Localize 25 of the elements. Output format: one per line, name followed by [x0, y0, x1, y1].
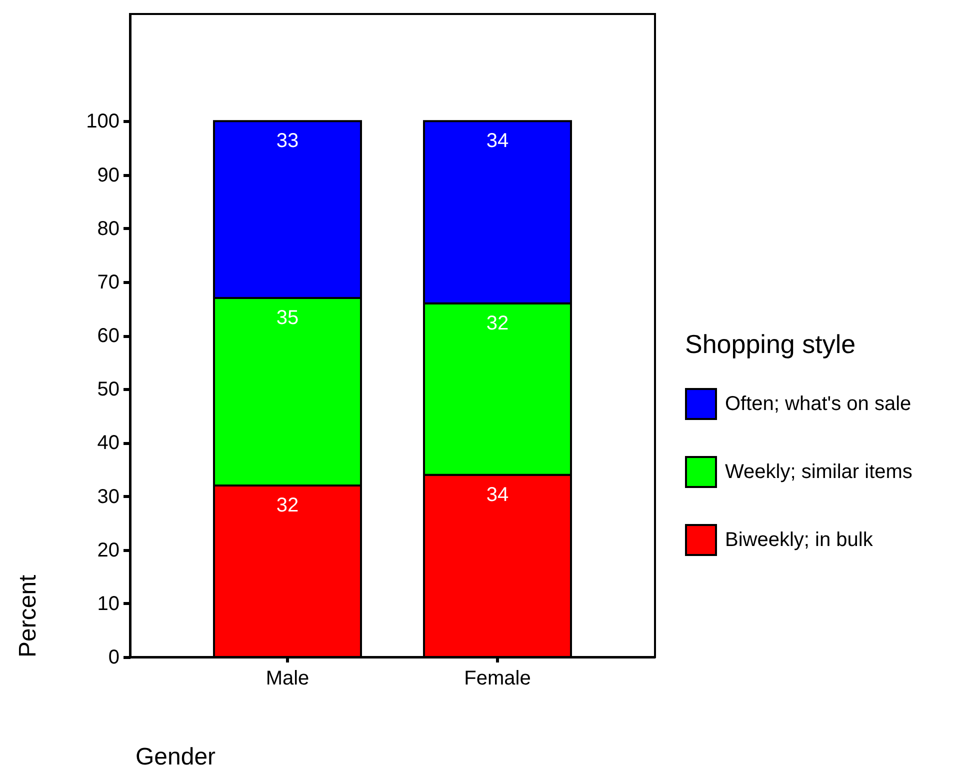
- y-axis-title: Percent: [14, 574, 42, 658]
- y-tick-label: 20: [97, 539, 120, 562]
- y-tick-label: 80: [97, 218, 120, 240]
- x-tick-label: Male: [266, 668, 310, 690]
- y-tick-label: 90: [97, 164, 120, 186]
- data-label: 33: [276, 130, 299, 152]
- y-tick-label: 50: [97, 378, 120, 401]
- legend-label: Biweekly; in bulk: [725, 529, 874, 551]
- y-tick-label: 10: [97, 592, 120, 615]
- data-label: 32: [486, 312, 509, 334]
- x-tick-label: Female: [464, 668, 531, 690]
- legend-title: Shopping style: [685, 329, 856, 359]
- y-tick-label: 70: [97, 271, 120, 294]
- x-axis-title: Gender: [136, 744, 216, 770]
- data-label: 34: [486, 130, 509, 152]
- data-label: 32: [276, 494, 299, 517]
- legend-label: Often; what's on sale: [725, 393, 912, 415]
- y-tick-label: 40: [97, 432, 120, 454]
- data-label: 34: [486, 484, 509, 506]
- y-tick-label: 30: [97, 486, 120, 508]
- y-tick-label: 100: [86, 110, 120, 133]
- y-tick-label: 60: [97, 325, 120, 347]
- y-tick-label: 0: [108, 646, 120, 668]
- data-label: 35: [276, 306, 299, 329]
- legend-label: Weekly; similar items: [725, 461, 912, 483]
